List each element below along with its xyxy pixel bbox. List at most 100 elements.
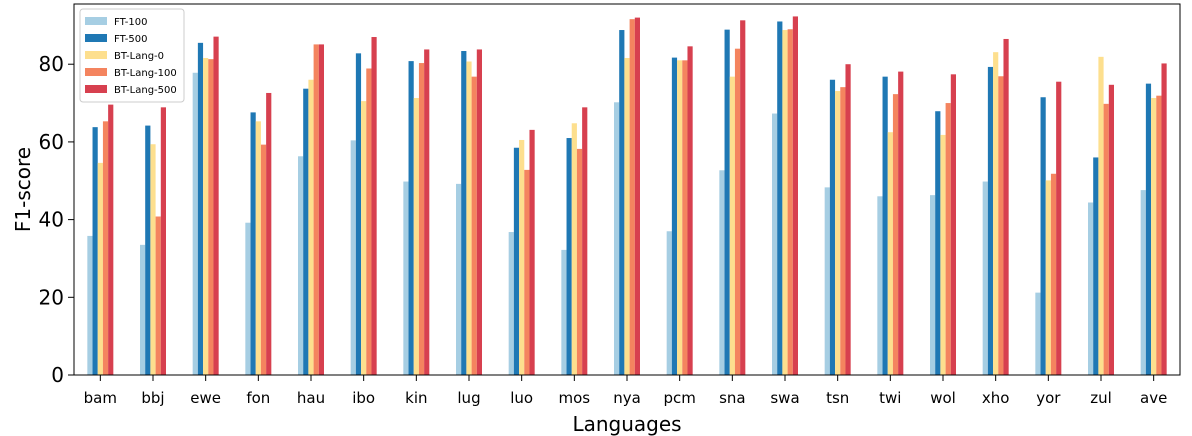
x-tick-label-bam: bam [84, 389, 117, 407]
bar-bt-lang-0-ave [1151, 98, 1157, 375]
legend-label: BT-Lang-100 [114, 68, 177, 79]
bar-bt-lang-500-ewe [213, 36, 219, 375]
bar-bt-lang-0-zul [1098, 56, 1104, 375]
bar-ft-100-fon [245, 222, 251, 375]
bar-bt-lang-100-ave [1156, 95, 1162, 376]
x-tick-label-twi: twi [879, 389, 901, 407]
bar-bt-lang-500-mos [582, 107, 588, 375]
x-tick-label-nya: nya [613, 389, 641, 407]
bar-bt-lang-500-tsn [845, 64, 851, 376]
bar-bt-lang-100-twi [892, 94, 899, 375]
bar-bt-lang-0-twi [887, 132, 893, 375]
bars-layer [87, 16, 1167, 376]
x-tick-label-luo: luo [510, 389, 533, 407]
legend-label: BT-Lang-0 [114, 51, 164, 62]
bar-ft-100-mos [561, 249, 567, 375]
bar-bt-lang-100-nya [629, 19, 635, 376]
bar-bt-lang-100-bbj [155, 216, 161, 375]
bar-ft-100-luo [508, 232, 514, 375]
bar-bt-lang-100-sna [734, 48, 741, 376]
y-tick-label: 40 [39, 208, 64, 232]
bar-bt-lang-100-xho [998, 76, 1004, 375]
bar-bt-lang-0-wol [940, 134, 946, 375]
bar-bt-lang-100-luo [524, 169, 530, 375]
bar-ft-500-bbj [145, 125, 151, 375]
bar-bt-lang-500-yor [1056, 81, 1062, 375]
bar-bt-lang-500-luo [529, 129, 535, 375]
bar-bt-lang-500-ave [1161, 63, 1167, 375]
bar-ft-100-bam [87, 235, 93, 375]
bar-ft-100-twi [877, 196, 883, 375]
bar-bt-lang-500-swa [792, 16, 798, 376]
legend-swatch [85, 85, 107, 93]
bar-ft-500-mos [566, 138, 572, 375]
legend-swatch [85, 51, 107, 59]
legend-label: BT-Lang-500 [114, 85, 177, 96]
x-tick-label-kin: kin [405, 389, 427, 407]
bar-ft-100-hau [298, 156, 304, 375]
legend-swatch [85, 17, 107, 25]
bar-bt-lang-100-tsn [840, 87, 846, 375]
x-tick-label-xho: xho [982, 389, 1010, 407]
bar-bt-lang-100-yor [1050, 173, 1057, 375]
x-tick-label-lug: lug [457, 389, 480, 407]
bar-bt-lang-100-swa [787, 29, 793, 375]
bar-bt-lang-500-fon [266, 92, 272, 376]
x-tick-label-zul: zul [1090, 389, 1112, 407]
bar-ft-500-ewe [197, 42, 204, 375]
x-tick-label-pcm: pcm [663, 389, 695, 407]
bar-bt-lang-0-ibo [361, 101, 367, 376]
bar-bt-lang-0-nya [624, 58, 630, 375]
bar-ft-500-xho [987, 66, 994, 376]
bar-ft-500-tsn [829, 79, 836, 375]
x-tick-label-wol: wol [930, 389, 956, 407]
bar-ft-500-fon [250, 112, 256, 375]
bar-ft-100-zul [1088, 202, 1094, 375]
bar-ft-500-wol [935, 111, 941, 375]
legend-label: FT-500 [114, 34, 147, 45]
bar-bt-lang-500-sna [740, 20, 746, 375]
bar-bt-lang-100-mos [576, 148, 583, 375]
bar-bt-lang-0-swa [782, 30, 788, 376]
y-axis: 0 20 40 60 80 [39, 52, 74, 387]
bar-ft-100-swa [772, 113, 778, 376]
bar-bt-lang-100-ewe [208, 59, 214, 375]
x-tick-label-bbj: bbj [141, 389, 164, 407]
bar-ft-100-kin [403, 181, 409, 375]
bar-bt-lang-0-bbj [150, 144, 156, 375]
x-tick-label-yor: yor [1036, 389, 1061, 407]
bar-bt-lang-100-wol [945, 103, 951, 375]
bar-bt-lang-0-bam [97, 162, 103, 375]
bar-ft-500-bam [92, 127, 98, 376]
bar-ft-100-ibo [350, 140, 356, 375]
bar-bt-lang-500-nya [634, 17, 640, 375]
x-tick-label-mos: mos [559, 389, 591, 407]
bar-ft-100-pcm [666, 231, 672, 375]
bar-bt-lang-0-mos [571, 123, 577, 375]
x-tick-label-sna: sna [719, 389, 746, 407]
legend-swatch [85, 68, 107, 76]
bar-ft-100-xho [982, 181, 988, 375]
bar-bt-lang-0-kin [413, 98, 419, 375]
bar-ft-500-nya [619, 30, 625, 376]
bar-ft-100-tsn [824, 187, 830, 375]
x-tick-label-hau: hau [297, 389, 325, 407]
bar-ft-100-wol [930, 195, 936, 375]
bar-bt-lang-0-sna [729, 76, 735, 376]
legend-box [79, 8, 185, 103]
legend-swatch [85, 34, 107, 42]
x-axis-title: Languages [572, 412, 681, 436]
x-tick-label-fon: fon [246, 389, 270, 407]
bar-bt-lang-500-hau [318, 44, 324, 376]
x-tick-label-tsn: tsn [826, 389, 849, 407]
y-axis-title: F1-score [11, 147, 35, 232]
bar-ft-100-lug [456, 183, 462, 375]
y-tick-label: 0 [51, 363, 64, 387]
legend: FT-100 FT-500 BT-Lang-0 BT-Lang-100 BT-Lang-… [79, 8, 185, 103]
bar-ft-100-ewe [192, 72, 198, 375]
bar-bt-lang-100-zul [1103, 103, 1109, 375]
x-tick-label-ibo: ibo [352, 389, 375, 407]
bar-bt-lang-0-yor [1045, 180, 1051, 375]
bar-bt-lang-0-hau [308, 79, 314, 375]
y-tick-label: 80 [39, 52, 64, 76]
